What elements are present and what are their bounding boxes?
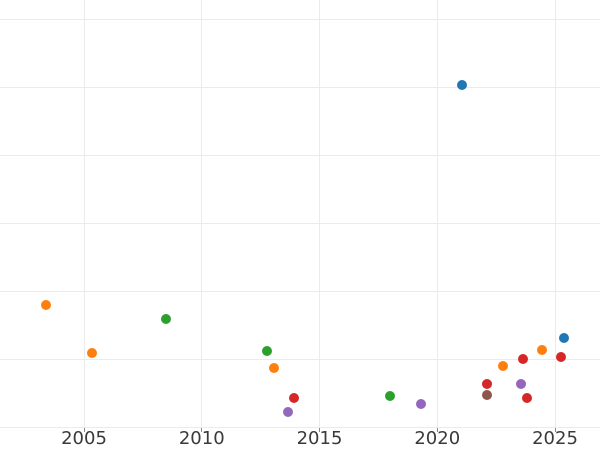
data-point-blue	[456, 80, 467, 91]
data-point-brown	[481, 389, 492, 400]
gridline-vertical	[554, 0, 556, 428]
data-point-red	[518, 353, 529, 364]
gridline-horizontal	[0, 87, 600, 88]
gridline-horizontal	[0, 427, 600, 428]
x-tick	[554, 427, 556, 432]
gridline-horizontal	[0, 223, 600, 224]
x-tick-label: 2010	[178, 428, 225, 449]
data-point-purple	[415, 398, 426, 409]
gridline-vertical	[319, 0, 320, 428]
data-point-red	[555, 351, 566, 362]
x-tick-label: 2020	[414, 428, 461, 449]
data-point-red	[521, 393, 532, 404]
data-point-green	[261, 345, 272, 356]
data-point-purple	[282, 406, 293, 417]
x-tick-label: 2015	[296, 428, 343, 449]
x-tick-label: 2005	[61, 428, 107, 449]
data-point-green	[385, 391, 396, 402]
x-tick	[201, 427, 203, 432]
data-point-red	[288, 393, 299, 404]
gridline-vertical	[83, 0, 85, 428]
data-point-blue	[559, 332, 570, 343]
x-tick	[319, 427, 320, 432]
gridline-horizontal	[0, 155, 600, 156]
x-tick-label: 2025	[532, 428, 578, 449]
data-point-orange	[87, 347, 98, 358]
gridline-horizontal	[0, 19, 600, 20]
data-point-orange	[268, 362, 279, 373]
data-point-red	[481, 378, 492, 389]
x-tick	[83, 427, 85, 432]
data-point-orange	[41, 300, 52, 311]
gridline-horizontal	[0, 359, 600, 360]
x-tick	[436, 427, 438, 432]
data-point-green	[161, 314, 172, 325]
data-point-orange	[537, 344, 548, 355]
gridline-vertical	[201, 0, 203, 428]
data-point-orange	[498, 361, 509, 372]
data-point-purple	[515, 378, 526, 389]
gridline-horizontal	[0, 291, 600, 292]
gridline-vertical	[436, 0, 438, 428]
